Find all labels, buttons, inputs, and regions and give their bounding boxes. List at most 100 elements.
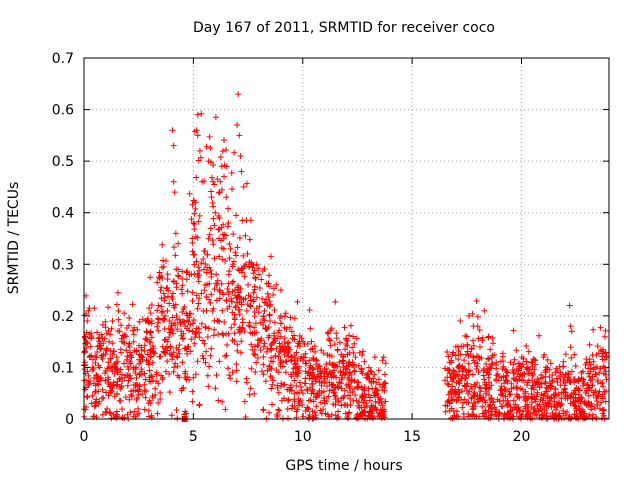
data-point — [105, 327, 112, 334]
data-point — [455, 356, 462, 363]
data-point — [219, 231, 226, 238]
data-point — [208, 291, 215, 298]
data-point — [369, 385, 376, 392]
data-point — [442, 377, 449, 384]
data-point — [142, 336, 149, 343]
data-point — [210, 215, 217, 222]
data-point — [175, 346, 182, 353]
data-point — [316, 368, 323, 375]
data-point — [98, 331, 105, 338]
data-point — [237, 152, 244, 159]
data-point — [514, 371, 521, 378]
data-point — [238, 168, 245, 175]
data-point — [125, 341, 132, 348]
data-point — [196, 295, 203, 302]
data-point — [183, 410, 190, 417]
data-point — [173, 406, 180, 413]
data-point — [247, 303, 254, 310]
data-point — [465, 413, 472, 420]
data-point — [170, 142, 177, 149]
data-point — [198, 110, 205, 117]
data-point — [214, 317, 221, 324]
data-point — [164, 271, 171, 278]
data-point — [302, 350, 309, 357]
data-point — [219, 256, 226, 263]
data-point — [196, 334, 203, 341]
data-point — [489, 360, 496, 367]
data-point — [359, 352, 366, 359]
data-point — [476, 413, 483, 420]
data-point — [216, 225, 223, 232]
data-point — [92, 382, 99, 389]
data-point — [105, 359, 112, 366]
data-point — [179, 282, 186, 289]
data-point — [545, 403, 552, 410]
data-point — [485, 379, 492, 386]
data-point — [170, 330, 177, 337]
data-point — [318, 389, 325, 396]
data-point — [590, 391, 597, 398]
data-point — [543, 413, 550, 420]
data-point — [142, 394, 149, 401]
x-tick-label: 20 — [513, 429, 531, 445]
data-point — [552, 411, 559, 418]
data-point — [164, 358, 171, 365]
data-point — [202, 282, 209, 289]
data-point — [199, 178, 206, 185]
data-point — [251, 283, 258, 290]
data-point — [204, 264, 211, 271]
data-point — [332, 412, 339, 419]
data-point — [203, 307, 210, 314]
data-point — [227, 375, 234, 382]
data-point — [506, 391, 513, 398]
data-point — [141, 381, 148, 388]
data-point — [171, 304, 178, 311]
data-point — [490, 399, 497, 406]
data-point — [566, 378, 573, 385]
data-point — [105, 379, 112, 386]
data-point — [186, 314, 193, 321]
data-point — [573, 385, 580, 392]
data-point — [540, 395, 547, 402]
data-point — [350, 397, 357, 404]
data-point — [381, 387, 388, 394]
data-point — [106, 409, 113, 416]
data-point — [147, 339, 154, 346]
data-point — [475, 369, 482, 376]
data-point — [269, 381, 276, 388]
data-point — [170, 277, 177, 284]
data-point — [223, 194, 230, 201]
data-point — [211, 286, 218, 293]
data-point — [169, 353, 176, 360]
data-point — [233, 212, 240, 219]
data-point — [230, 230, 237, 237]
data-point — [155, 400, 162, 407]
data-point — [229, 337, 236, 344]
data-point — [303, 360, 310, 367]
data-point — [324, 330, 331, 337]
data-point — [236, 329, 243, 336]
data-point — [482, 407, 489, 414]
data-point — [118, 384, 125, 391]
data-point — [575, 391, 582, 398]
data-point — [207, 352, 214, 359]
data-point — [145, 318, 152, 325]
data-point — [332, 401, 339, 408]
data-point — [543, 388, 550, 395]
data-point — [169, 127, 176, 134]
data-point — [470, 391, 477, 398]
data-point — [153, 369, 160, 376]
data-point — [275, 389, 282, 396]
data-point — [228, 324, 235, 331]
data-point — [264, 290, 271, 297]
data-point — [238, 301, 245, 308]
data-point — [273, 281, 280, 288]
data-point — [445, 397, 452, 404]
data-point — [464, 380, 471, 387]
data-point — [454, 371, 461, 378]
data-point — [189, 235, 196, 242]
data-point — [321, 395, 328, 402]
data-point — [261, 340, 268, 347]
data-point — [599, 348, 606, 355]
data-point — [94, 329, 101, 336]
